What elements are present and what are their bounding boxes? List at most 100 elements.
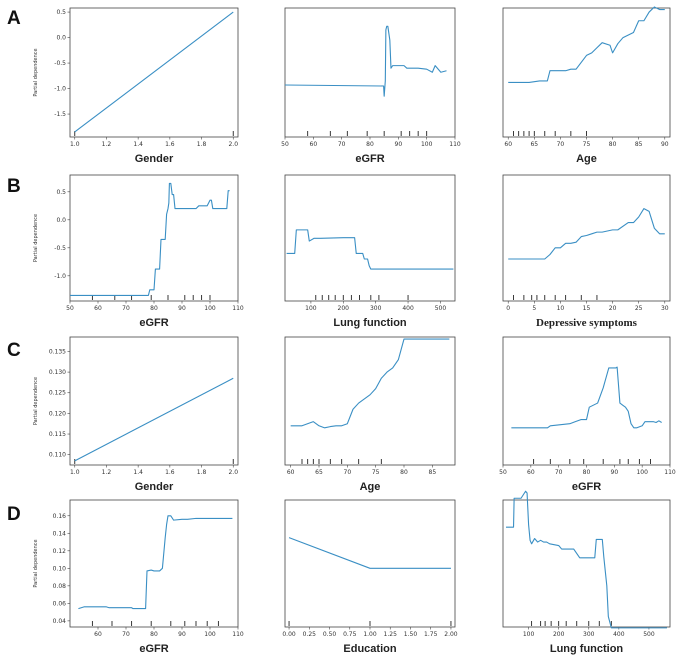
x-tick-label: 100 [636,469,648,476]
plot-frame [284,336,456,466]
chart-panel-b3: 0 5 10 15 20 25 30 Depressive symptoms [502,174,671,329]
pd-line [288,537,451,569]
x-tick-label: 65 [315,469,323,476]
x-tick-label: 2.0 [228,141,238,148]
y-tick-label: 0.135 [49,348,66,355]
x-axis-label: Lung function [333,317,407,329]
x-axis-label: eGFR [572,481,601,493]
x-tick-label: 60 [504,141,512,148]
x-tick-label: 50 [66,305,74,312]
x-tick-label: 100 [305,305,317,312]
x-tick-label: 400 [613,631,625,638]
x-tick-label: 1.50 [404,631,418,638]
x-tick-label: 1.6 [165,141,175,148]
x-tick-label: 70 [344,469,352,476]
x-tick-label: 85 [635,141,643,148]
y-tick-label: 0.5 [56,189,66,196]
plot-frame [284,499,456,628]
x-tick-label: 90 [178,305,186,312]
x-tick-label: 60 [94,305,102,312]
x-tick-label: 60 [310,141,318,148]
x-tick-label: 2.0 [228,469,238,476]
chart-panel-b2: 100 200 300 400 500 Lung function [284,174,456,329]
x-tick-label: 0 [506,305,510,312]
x-tick-label: 65 [530,141,538,148]
x-axis-label: eGFR [139,317,168,329]
y-tick-label: -0.5 [54,245,66,252]
x-tick-label: 90 [178,631,186,638]
row-label-d: D [7,504,21,525]
x-axis-label: eGFR [139,643,168,655]
x-tick-label: 1.2 [102,141,112,148]
plot-frame [69,336,239,466]
x-axis-label: Age [576,153,597,165]
x-tick-label: 110 [232,305,244,312]
x-tick-label: 0.50 [323,631,337,638]
pd-line [508,208,665,260]
y-tick-label: 0.5 [56,9,66,16]
plot-frame [69,7,239,138]
x-tick-label: 70 [338,141,346,148]
x-tick-label: 110 [449,141,461,148]
x-tick-label: 20 [609,305,617,312]
x-tick-label: 70 [557,141,565,148]
plot-frame [502,7,671,138]
chart-panel-a3: 60 65 70 75 80 85 90 Age [502,6,671,165]
x-tick-label: 85 [429,469,437,476]
plot-frame [284,7,456,138]
y-tick-label: 0.120 [49,410,66,417]
x-tick-label: 100 [421,141,433,148]
y-axis-label: Partial dependence [33,214,39,262]
y-tick-label: 0.06 [53,600,67,607]
row-label-b: B [7,176,21,197]
x-tick-label: 110 [232,631,244,638]
x-tick-label: 1.0 [70,141,80,148]
y-tick-label: -1.0 [54,273,66,280]
y-tick-label: 0.10 [53,565,67,572]
x-axis-label: eGFR [355,153,384,165]
x-tick-label: 80 [150,631,158,638]
x-tick-label: 60 [527,469,535,476]
plot-frame [502,174,671,302]
chart-panel-d1: 60 70 80 90 100 110 0.04 0.06 0.08 0.10 0.12 0.14 0.… [33,499,244,655]
x-tick-label: 60 [94,631,102,638]
x-tick-label: 0.75 [343,631,357,638]
y-tick-label: -1.0 [54,86,66,93]
x-axis-label: Depressive symptoms [536,317,638,329]
x-tick-label: 50 [499,469,507,476]
y-tick-label: 0.130 [49,369,66,376]
x-tick-label: 1.25 [384,631,398,638]
y-tick-label: 0.14 [53,530,67,537]
x-tick-label: 1.00 [363,631,377,638]
y-tick-label: 0.16 [53,513,67,520]
chart-panel-b1: 50 60 70 80 90 100 110 -1.0 -0.5 0.0 0.5 Partial de… [33,174,244,329]
x-tick-label: 70 [122,631,130,638]
row-label-c: C [7,340,21,361]
x-tick-label: 1.0 [70,469,80,476]
pd-line [508,6,665,83]
pd-line [290,338,450,429]
x-tick-label: 90 [611,469,619,476]
x-axis-label: Age [360,481,381,493]
chart-panel-d3: 100 200 300 400 500 Lung function [502,490,671,655]
row-label-a: A [7,8,21,29]
pd-line [78,515,233,610]
x-tick-label: 1.8 [197,469,207,476]
y-axis-label: Partial dependence [33,48,39,96]
plot-frame [502,499,671,628]
x-tick-label: 100 [204,305,216,312]
y-tick-label: -1.5 [54,111,66,118]
pd-line [284,25,447,97]
x-tick-label: 60 [287,469,295,476]
x-tick-label: 70 [555,469,563,476]
plot-frame [284,174,456,302]
y-tick-label: 0.08 [53,583,67,590]
x-axis-label: Gender [135,153,174,165]
y-axis-label: Partial dependence [33,377,39,425]
x-tick-label: 80 [150,305,158,312]
pd-line [70,182,230,296]
chart-panel-a2: 50 60 70 80 90 100 110 eGFR [281,7,461,165]
x-axis-label: Education [343,643,396,655]
x-tick-label: 500 [643,631,655,638]
x-tick-label: 500 [435,305,447,312]
